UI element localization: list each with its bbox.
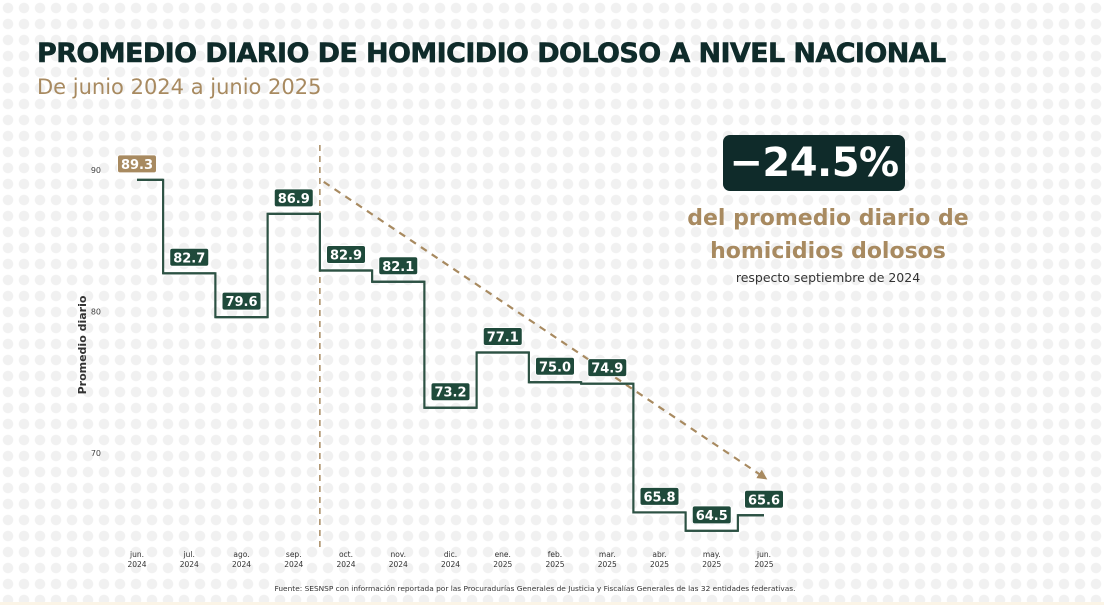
data-label: 65.6	[744, 489, 784, 509]
data-label-text: 77.1	[487, 331, 519, 346]
data-label-background	[326, 244, 366, 264]
x-tick-label: ago.2024	[232, 550, 251, 569]
data-label-text: 65.8	[643, 490, 675, 505]
y-tick-label: 80	[91, 308, 101, 317]
kpi-description-line2: homicidios dolosos	[710, 239, 946, 264]
source-note: Fuente: SESNSP con información reportada…	[274, 584, 796, 593]
x-tick-month: abr.	[652, 550, 666, 559]
data-label: 75.0	[535, 356, 575, 376]
data-label-text: 89.3	[121, 158, 153, 173]
x-tick-year: 2025	[702, 560, 721, 569]
y-axis-label: Promedio diario	[76, 295, 89, 394]
kpi-value-badge: −24.5%	[723, 135, 905, 191]
y-axis: 70 80 90	[91, 166, 101, 458]
data-label-text: 82.1	[382, 260, 414, 275]
x-tick-year: 2025	[493, 560, 512, 569]
x-tick-year: 2024	[284, 560, 303, 569]
x-tick-label: nov.2024	[389, 550, 408, 569]
x-tick-month: jul.	[183, 550, 195, 559]
data-label-background	[691, 505, 732, 525]
data-label: 77.1	[482, 327, 523, 347]
page-title: PROMEDIO DIARIO DE HOMICIDIO DOLOSO A NI…	[37, 38, 947, 70]
data-label-background	[378, 256, 419, 276]
data-label-text: 75.0	[539, 360, 571, 375]
x-tick-label: may.2025	[702, 550, 721, 569]
x-tick-year: 2025	[598, 560, 617, 569]
trend-dashed-arrow	[323, 180, 768, 480]
x-tick-label: abr.2025	[650, 550, 669, 569]
data-label-background	[482, 327, 523, 347]
data-label-text: 82.7	[173, 251, 205, 266]
x-tick-year: 2025	[754, 560, 773, 569]
x-tick-month: ene.	[495, 550, 511, 559]
x-tick-month: ago.	[233, 550, 249, 559]
data-label: 73.2	[430, 382, 471, 402]
data-label-background	[169, 247, 210, 267]
data-label-text: 74.9	[591, 362, 623, 377]
x-tick-year: 2024	[389, 560, 408, 569]
x-tick-label: jun.2025	[754, 550, 773, 569]
x-tick-year: 2025	[545, 560, 564, 569]
data-label-background	[117, 154, 157, 174]
x-tick-month: oct.	[339, 550, 353, 559]
data-label-text: 64.5	[696, 509, 728, 524]
data-label: 64.5	[691, 505, 732, 525]
data-label: 65.8	[639, 486, 680, 506]
x-tick-year: 2025	[650, 560, 669, 569]
kpi-note: respecto septiembre de 2024	[735, 270, 921, 285]
data-label-text: 86.9	[278, 192, 310, 207]
data-label: 86.9	[273, 188, 314, 208]
data-label: 82.1	[378, 256, 419, 276]
data-label-background	[587, 358, 628, 378]
data-label-text: 79.6	[225, 295, 257, 310]
data-label: 79.6	[221, 291, 262, 311]
y-tick-label: 70	[91, 449, 101, 458]
x-tick-label: jun.2024	[127, 550, 146, 569]
x-tick-label: sep.2024	[284, 550, 303, 569]
data-label-background	[221, 291, 262, 311]
data-label: 82.9	[326, 244, 366, 264]
x-tick-year: 2024	[336, 560, 355, 569]
data-label-background	[744, 489, 784, 509]
x-tick-month: may.	[703, 550, 721, 559]
x-tick-year: 2024	[232, 560, 251, 569]
data-label-background	[430, 382, 471, 402]
x-tick-month: jun.	[756, 550, 771, 559]
x-tick-label: feb.2025	[545, 550, 564, 569]
kpi-description-line1: del promedio diario de	[687, 206, 969, 231]
x-tick-month: nov.	[390, 550, 406, 559]
data-labels: 89.3 82.7 79.6 86.9 82.9 82.1 73.2 77.1 75.0 74.9…	[117, 154, 784, 525]
x-tick-year: 2024	[441, 560, 460, 569]
x-tick-label: oct.2024	[336, 550, 355, 569]
x-tick-month: mar.	[599, 550, 616, 559]
data-label-text: 65.6	[748, 493, 780, 508]
x-tick-label: jul.2024	[180, 550, 199, 569]
x-tick-year: 2024	[180, 560, 199, 569]
x-tick-label: mar.2025	[598, 550, 617, 569]
trend-arrow	[323, 180, 768, 480]
x-axis: jun.2024jul.2024ago.2024sep.2024oct.2024…	[127, 550, 773, 569]
x-tick-month: feb.	[548, 550, 562, 559]
data-label: 82.7	[169, 247, 210, 267]
x-tick-month: sep.	[286, 550, 302, 559]
page-subtitle: De junio 2024 a junio 2025	[37, 75, 322, 99]
step-series	[137, 178, 764, 532]
x-tick-year: 2024	[127, 560, 146, 569]
y-tick-label: 90	[91, 166, 101, 175]
data-label-text: 73.2	[434, 386, 466, 401]
data-label-background	[639, 486, 680, 506]
bottom-divider	[0, 602, 1104, 605]
kpi-description: del promedio diario de homicidios doloso…	[640, 202, 1016, 268]
data-label: 74.9	[587, 358, 628, 378]
x-tick-month: jun.	[129, 550, 144, 559]
data-label-background	[535, 356, 575, 376]
data-label-text: 82.9	[330, 248, 362, 263]
x-tick-label: dic.2024	[441, 550, 460, 569]
data-label: 89.3	[117, 154, 157, 174]
data-label-background	[273, 188, 314, 208]
x-tick-month: dic.	[444, 550, 457, 559]
x-tick-label: ene.2025	[493, 550, 512, 569]
